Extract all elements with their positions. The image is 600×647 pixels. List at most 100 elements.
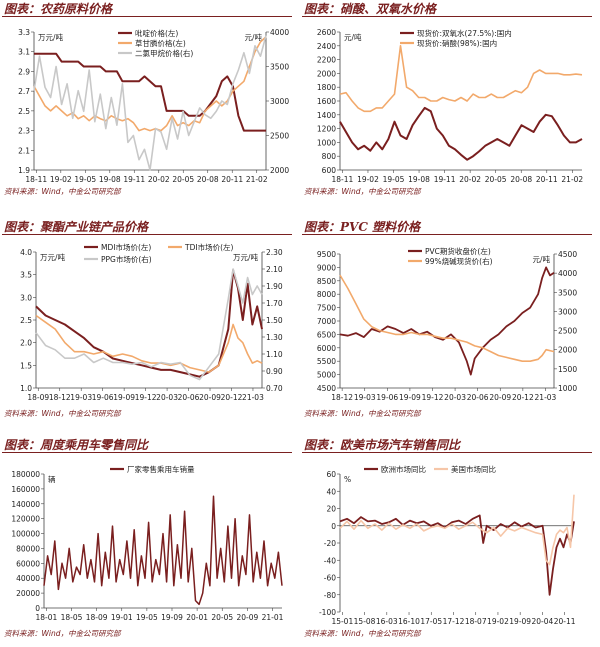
y-tick-label-left: 1800 [317, 83, 336, 92]
y-tick-label-left: 4.0 [20, 248, 32, 257]
chart-panel-pvc: 图表：PVC 塑料价格 4500 5000 5500 6000 6500 7000 7500… [300, 218, 600, 418]
x-tick-label: 20-01 [186, 613, 208, 622]
legend-label: PPG市场价(右) [101, 254, 152, 264]
y-tick-label-left: 2400 [317, 42, 336, 51]
series-line [33, 35, 267, 171]
source-note: 资料来源：Wind，中金公司研究部 [4, 629, 121, 638]
y-unit-left: 元/吨 [344, 32, 362, 42]
chart-svg: 1.9 2.1 2.3 2.5 2.7 2.9 3.1 3.3 2000 2500 3000 3500… [18, 28, 289, 184]
x-tick-label: 20-11 [221, 175, 243, 184]
x-tick-label: 19-06 [376, 393, 398, 402]
chart-title: 图表：聚酯产业链产品价格 [4, 220, 149, 234]
x-tick-label: 20-05 [211, 613, 233, 622]
y-tick-label-right: 1500 [558, 365, 577, 374]
x-tick-label: 20-09 [199, 393, 221, 402]
y-tick-label-left: 1000 [317, 138, 336, 147]
y-tick-label-left: 3.1 [18, 48, 30, 57]
y-tick-label-right: 2000 [558, 346, 577, 355]
x-tick-label: 20-09 [236, 613, 258, 622]
legend-label: 欧洲市场同比 [381, 464, 426, 474]
x-tick-label: 19-01 [111, 613, 133, 622]
x-tick-label: 21-03 [535, 393, 557, 402]
x-tick-label: 18-12 [331, 393, 353, 402]
y-tick-label-left: 5500 [317, 357, 336, 366]
x-tick-label: 21-02 [561, 175, 583, 184]
x-tick-label: 19-09 [509, 617, 531, 626]
y-tick-label-left: -80 [324, 591, 336, 600]
y-tick-label-right: 3000 [270, 97, 289, 106]
y-tick-label-right: 2000 [270, 166, 289, 175]
y-tick-label-left: 6000 [317, 344, 336, 353]
y-unit-right: 元/吨 [532, 254, 550, 264]
y-tick-label-left: 600 [322, 166, 337, 175]
y-tick-label-left: 2.7 [18, 87, 30, 96]
series-line [34, 52, 266, 132]
title-rule [302, 452, 592, 453]
x-tick-label: 17-12 [443, 617, 465, 626]
y-tick-label-left: 2.3 [18, 127, 30, 136]
series-line [35, 314, 263, 373]
y-tick-label-left: 2600 [317, 28, 336, 37]
y-tick-label-left: 0 [331, 522, 336, 531]
y-tick-label-right: 3500 [558, 288, 577, 297]
chart-panel-polyester: 图表：聚酯产业链产品价格 1.0 1.5 2.0 2.5 3.0 3.5 4.0 0.70 0.… [0, 218, 300, 418]
x-tick-label: 19-09 [399, 393, 421, 402]
x-tick-label: 17-05 [420, 617, 442, 626]
y-unit-left: % [344, 475, 351, 484]
x-tick-label: 19-05 [383, 175, 405, 184]
x-tick-label: 18-12 [49, 393, 71, 402]
y-tick-label-left: 1200 [317, 125, 336, 134]
y-tick-label-left: 40000 [16, 574, 40, 583]
y-tick-label-left: 140000 [11, 500, 40, 509]
y-tick-label-right: 1.50 [266, 316, 283, 325]
y-tick-label-left: 1.9 [18, 166, 30, 175]
y-tick-label-left: 2.5 [20, 316, 32, 325]
x-tick-label: 20-12 [512, 393, 534, 402]
chart-title: 图表：PVC 塑料价格 [304, 220, 421, 234]
y-tick-label-right: 3000 [558, 307, 577, 316]
x-tick-label: 16-10 [398, 617, 420, 626]
chart-panel-car-retail: 图表：周度乘用车零售同比 0 20000 40000 60000 80000 100000… [0, 436, 300, 647]
x-tick-label: 18-11 [332, 175, 354, 184]
x-tick-label: 19-05 [74, 175, 96, 184]
y-tick-label-right: 0.70 [266, 384, 283, 393]
y-tick-label-left: 60000 [16, 559, 40, 568]
y-unit-left: 万元/吨 [40, 252, 66, 262]
legend-label: 二氯甲烷价格(右) [135, 48, 193, 58]
y-tick-label-right: 4500 [558, 250, 577, 259]
y-tick-label-left: -20 [324, 539, 336, 548]
chart-panel-nitric-peroxide: 图表：硝酸、双氧水价格 600 800 1000 1200 1400 1600 1800 20… [300, 0, 600, 200]
legend-label: TDI市场价(左) [184, 242, 233, 252]
y-tick-label-left: 1.5 [20, 361, 32, 370]
y-unit-left: 辆 [48, 474, 56, 484]
x-tick-label: 18-01 [35, 613, 57, 622]
y-tick-label-left: 3.0 [20, 293, 32, 302]
x-tick-label: 19-11 [434, 175, 456, 184]
x-tick-label: 19-09 [161, 613, 183, 622]
y-unit-right: 万元/吨 [233, 252, 259, 262]
chart-svg: 600 800 1000 1200 1400 1600 1800 2000 2200 2400 26… [317, 28, 584, 184]
x-tick-label: 20-09 [489, 393, 511, 402]
y-tick-label-left: 6500 [317, 330, 336, 339]
title-rule [2, 16, 292, 17]
x-tick-label: 20-05 [172, 175, 194, 184]
x-tick-label: 19-08 [99, 175, 121, 184]
legend-label: 厂家零售乘用车销量 [127, 464, 195, 474]
x-tick-label: 21-02 [246, 175, 268, 184]
chart-title: 图表：周度乘用车零售同比 [4, 438, 149, 452]
y-tick-label-right: 3500 [270, 63, 289, 72]
source-note: 资料来源：Wind，中金公司研究部 [304, 409, 421, 418]
chart-svg: 0 20000 40000 60000 80000 100000 120000 140000 1… [11, 464, 283, 622]
y-tick-label-right: 1.10 [266, 350, 283, 359]
x-tick-label: 20-11 [536, 175, 558, 184]
x-tick-label: 19-02 [50, 175, 72, 184]
y-tick-label-left: 800 [322, 152, 337, 161]
y-tick-label-right: 4000 [270, 28, 289, 37]
chart-svg: 1.0 1.5 2.0 2.5 3.0 3.5 4.0 0.70 0.90 1.10 1.30 1.5… [20, 242, 283, 402]
y-tick-label-right: 2500 [558, 327, 577, 336]
y-tick-label-left: 9500 [317, 250, 336, 259]
y-tick-label-right: 2.10 [266, 265, 283, 274]
x-tick-label: 20-06 [467, 393, 489, 402]
x-tick-label: 19-09 [113, 393, 135, 402]
